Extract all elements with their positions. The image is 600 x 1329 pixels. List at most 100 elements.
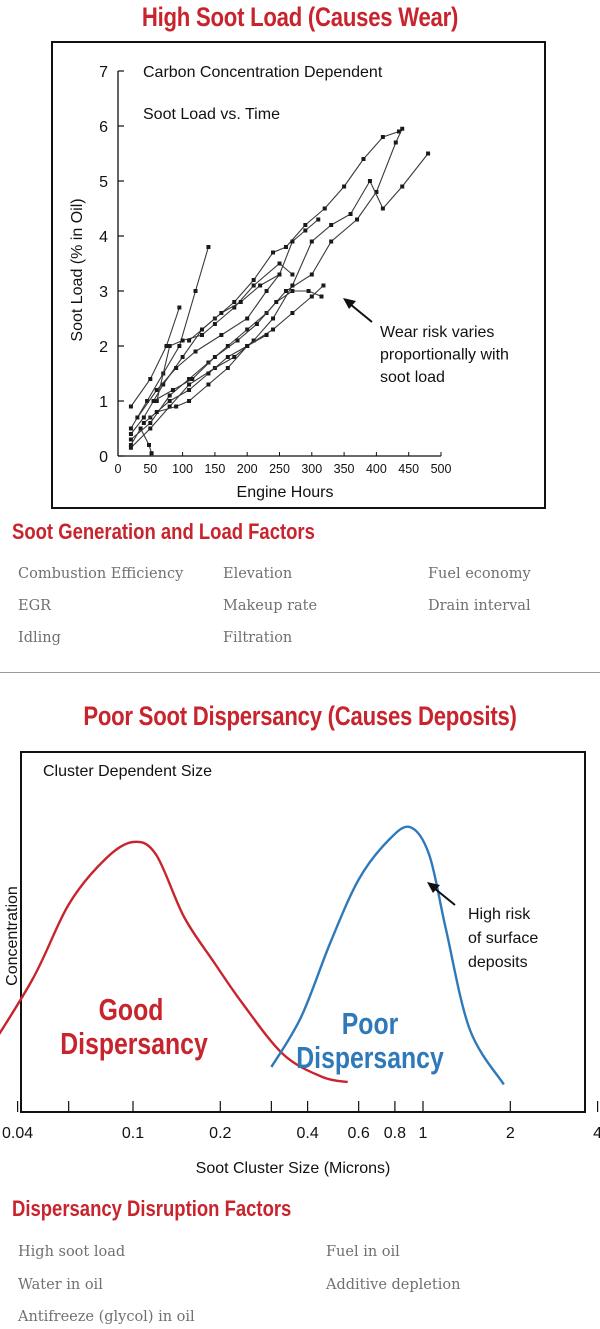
chart1-data-point bbox=[400, 126, 405, 131]
chart1-data-point bbox=[232, 300, 237, 304]
chart1-inner-label: Soot Load vs. Time bbox=[143, 106, 280, 123]
chart1-data-point bbox=[180, 355, 185, 359]
chart1-y-label: Soot Load (% in Oil) bbox=[69, 198, 86, 341]
chart1-svg: 0 1 2 3 4 5 6 7 0 50 100 150 200 250 300 350 400 450 500 En… bbox=[51, 41, 546, 509]
good-dispersancy-curve bbox=[0, 840, 348, 1084]
chart1-data-point bbox=[151, 399, 156, 403]
good-dispersancy-label: Good bbox=[99, 992, 164, 1026]
dispersancy-factor-item: Additive depletion bbox=[326, 1277, 461, 1293]
chart1-series-line bbox=[130, 153, 429, 449]
chart1-data-point bbox=[190, 377, 195, 381]
chart1-data-point bbox=[274, 300, 279, 304]
chart1-x-tick-label: 200 bbox=[237, 462, 258, 476]
chart1-data-point bbox=[235, 338, 240, 343]
chart1-data-point bbox=[174, 404, 179, 409]
chart2-title: Poor Soot Dispersancy (Causes Deposits) bbox=[83, 701, 517, 731]
chart1-data-point bbox=[290, 311, 295, 315]
soot-factor-item: Filtration bbox=[223, 630, 293, 646]
chart1-data-point bbox=[128, 445, 133, 450]
chart1-data-point bbox=[232, 355, 237, 359]
chart1-data-point bbox=[199, 327, 204, 332]
chart2-frame bbox=[20, 751, 586, 1113]
chart1-data-point bbox=[167, 404, 172, 409]
chart1-annotation-text: soot load bbox=[380, 369, 445, 386]
chart1-data-point bbox=[397, 129, 402, 134]
chart1-data-point bbox=[148, 426, 153, 431]
chart2-x-tick-label: 4 bbox=[593, 1125, 600, 1142]
chart1-data-point bbox=[361, 157, 366, 161]
chart1-data-point bbox=[355, 217, 360, 222]
chart1-data-point bbox=[342, 184, 347, 189]
chart1-data-point bbox=[187, 382, 192, 387]
chart1-data-point bbox=[219, 333, 224, 337]
chart1-y-tick-label: 1 bbox=[99, 394, 108, 411]
dispersancy-factor-item: Fuel in oil bbox=[326, 1244, 400, 1260]
chart1-x-tick-label: 150 bbox=[204, 462, 225, 476]
chart1-data-point bbox=[367, 179, 372, 183]
chart2-y-label: Concentration bbox=[4, 886, 21, 986]
chart1-data-point bbox=[219, 311, 224, 315]
chart1-data-point bbox=[271, 250, 276, 255]
chart1-inner-label: Carbon Concentration Dependent bbox=[143, 64, 383, 81]
chart1-data-point bbox=[141, 415, 146, 420]
chart1-data-point bbox=[206, 360, 211, 365]
chart1-data-point bbox=[145, 399, 150, 403]
chart1-y-tick-label: 7 bbox=[99, 64, 108, 81]
chart1-series-line bbox=[130, 307, 180, 407]
chart2-annotation-arrow bbox=[433, 887, 456, 906]
chart1-series-line bbox=[136, 219, 319, 418]
chart1-data-point bbox=[232, 305, 237, 310]
chart1-data-point bbox=[380, 135, 385, 139]
chart1-y-tick-label: 4 bbox=[99, 229, 108, 246]
soot-factor-item: Elevation bbox=[223, 566, 293, 582]
chart1-series-line bbox=[130, 130, 400, 435]
chart1-data-point bbox=[309, 294, 314, 299]
chart1-series-line bbox=[188, 274, 280, 341]
chart2-annotation-text: High risk bbox=[468, 906, 531, 923]
dispersancy-factor-item: Antifreeze (glycol) in oil bbox=[18, 1309, 195, 1325]
chart1-data-point bbox=[264, 333, 269, 337]
chart1-y-tick-label: 3 bbox=[99, 284, 108, 301]
chart1-data-point bbox=[187, 388, 192, 392]
chart1-data-point bbox=[154, 388, 159, 392]
chart1-series-line bbox=[153, 290, 322, 402]
chart1-y-tick-label: 2 bbox=[99, 339, 108, 356]
chart1-data-point bbox=[254, 322, 259, 326]
chart1-data-point bbox=[225, 355, 230, 359]
chart1-data-point bbox=[128, 432, 133, 436]
chart1-series-line bbox=[149, 285, 324, 418]
chart1-series-line bbox=[130, 246, 209, 429]
chart1-data-point bbox=[212, 355, 217, 359]
chart1-data-point bbox=[128, 426, 133, 431]
chart1-data-point bbox=[264, 289, 269, 293]
chart1-data-point bbox=[319, 294, 324, 299]
good-dispersancy-label: Dispersancy bbox=[60, 1026, 208, 1060]
chart1-annotation-text: Wear risk varies bbox=[380, 324, 494, 341]
chart1-data-point bbox=[329, 239, 334, 244]
chart1-data-point bbox=[177, 344, 182, 348]
chart1-data-point bbox=[128, 437, 133, 442]
chart1-data-point bbox=[141, 421, 146, 425]
chart1-annotation-arrowhead bbox=[343, 298, 356, 309]
chart1-data-point bbox=[303, 228, 308, 233]
chart1-data-point bbox=[187, 338, 192, 343]
chart1-data-point bbox=[206, 382, 211, 387]
chart1-x-tick-label: 0 bbox=[115, 462, 122, 476]
chart1-data-point bbox=[309, 272, 314, 277]
chart1-data-point bbox=[225, 344, 230, 348]
soot-factor-item: Makeup rate bbox=[223, 598, 318, 614]
chart1-y-tick-label: 0 bbox=[99, 449, 108, 466]
chart1-frame bbox=[51, 41, 546, 509]
chart1-x-tick-label: 250 bbox=[269, 462, 290, 476]
soot-factors-heading: Soot Generation and Load Factors bbox=[12, 519, 315, 544]
chart1-data-point bbox=[303, 223, 308, 227]
chart1-data-point bbox=[290, 283, 295, 288]
chart1-data-point bbox=[149, 451, 154, 456]
chart1-data-point bbox=[290, 289, 295, 293]
dispersancy-factor-item: High soot load bbox=[18, 1244, 126, 1260]
chart1-data-point bbox=[426, 151, 431, 156]
chart1-data-point bbox=[321, 283, 326, 288]
chart1-data-point bbox=[147, 443, 152, 447]
chart1-data-point bbox=[400, 184, 405, 189]
chart1-x-tick-label: 400 bbox=[366, 462, 387, 476]
